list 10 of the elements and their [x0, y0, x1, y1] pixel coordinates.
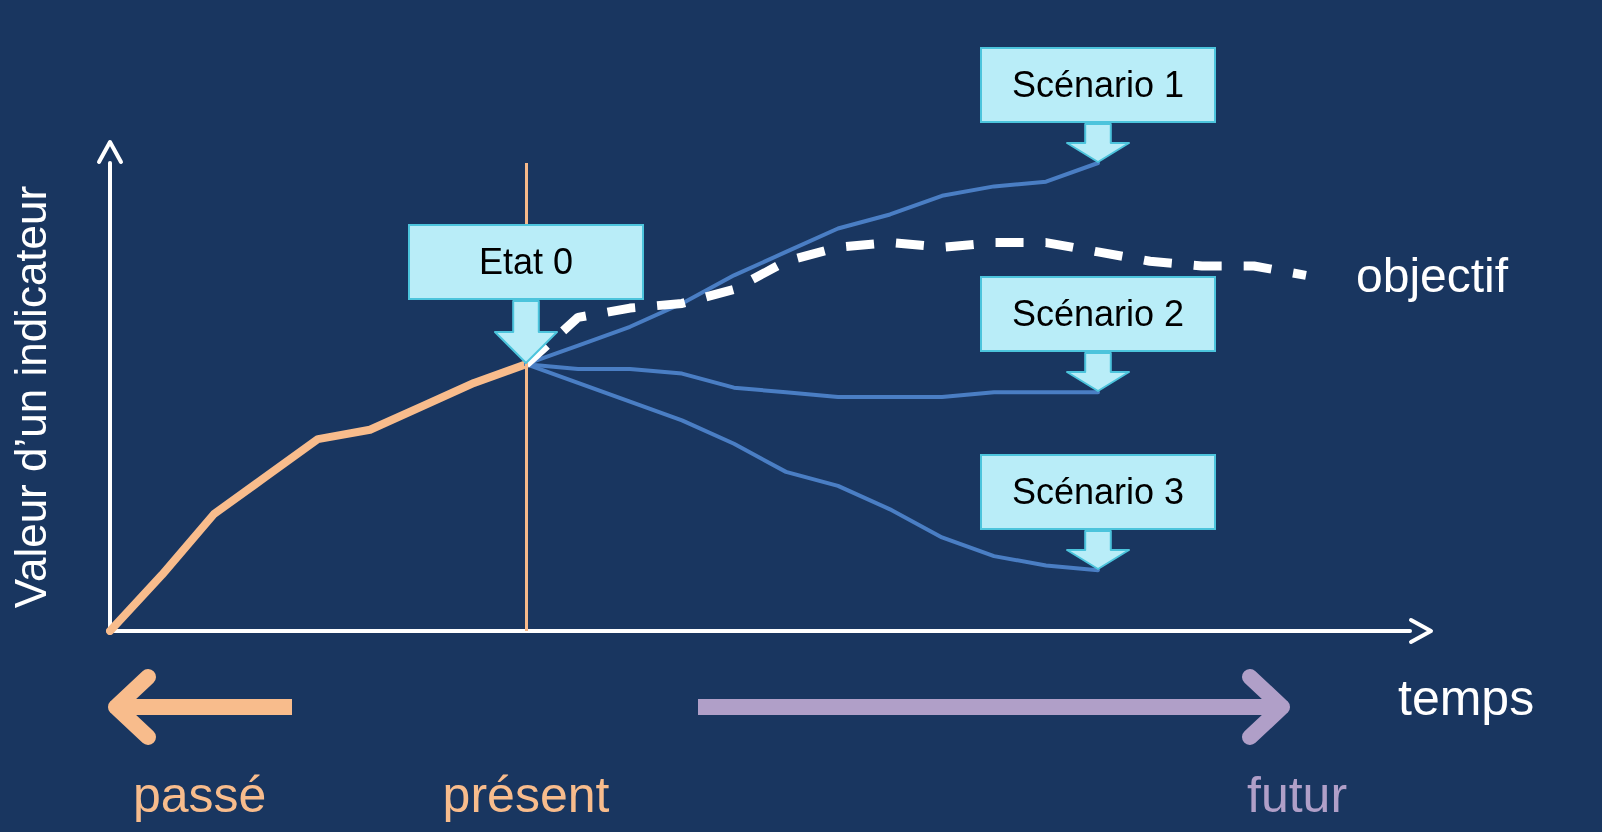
y-axis-title: Valeur d’un indicateur: [5, 185, 55, 609]
callout-box: Scénario 1: [980, 47, 1216, 123]
callout-box: Scénario 3: [980, 454, 1216, 531]
callout-box: Scénario 2: [980, 276, 1216, 353]
text: futur: [1247, 766, 1348, 824]
text: présent: [442, 766, 610, 824]
callout-box: Etat 0: [408, 224, 644, 301]
series-label: objectif: [1356, 248, 1509, 302]
text: passé: [133, 766, 267, 824]
x-axis-title: temps: [1398, 670, 1535, 726]
